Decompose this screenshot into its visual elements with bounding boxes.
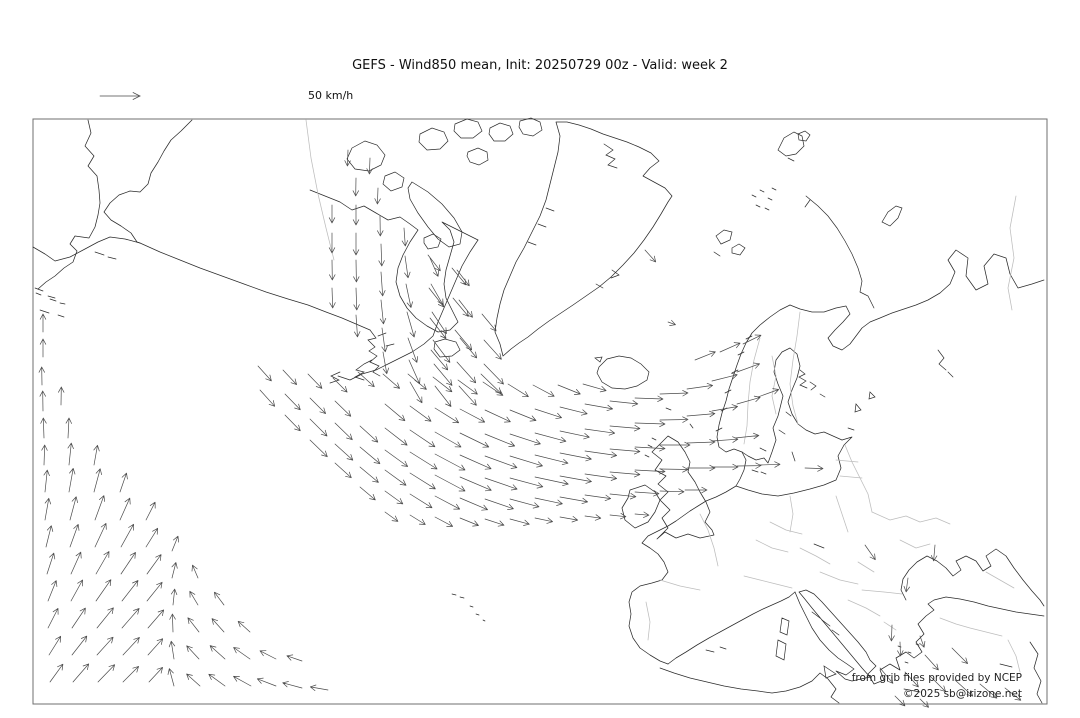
- scale-arrow-label: 50 km/h: [308, 89, 354, 102]
- country-borders: [305, 119, 1021, 673]
- attribution-source: from grib files provided by NCEP: [851, 672, 1022, 684]
- map-frame: [32, 118, 1048, 705]
- wind-arrow-field: [38, 149, 1022, 708]
- scale-arrow-icon: [99, 92, 141, 100]
- attribution-copyright: ©2025 sb@irizone.net: [903, 688, 1022, 700]
- plot-title: GEFS - Wind850 mean, Init: 20250729 00z …: [352, 58, 728, 73]
- coastlines: [32, 117, 1045, 704]
